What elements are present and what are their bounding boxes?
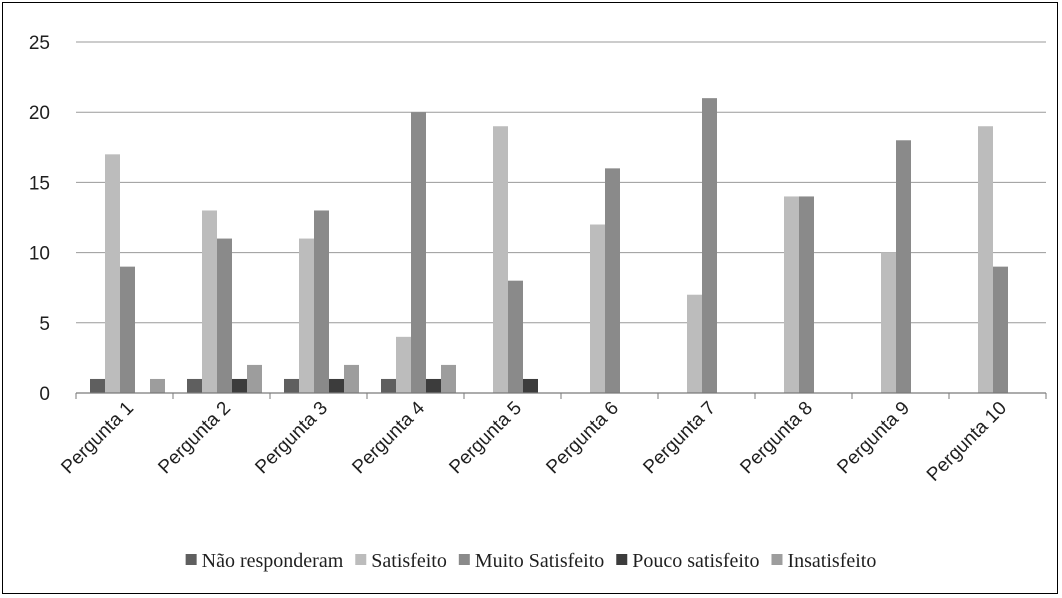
x-tick-label: Pergunta 3 (251, 398, 332, 479)
bar (329, 378, 344, 393)
bar (344, 364, 359, 393)
bar (284, 378, 299, 393)
bar (396, 336, 411, 393)
y-tick-label: 10 (29, 244, 50, 265)
legend-swatch (185, 554, 197, 565)
legend-swatch (771, 554, 783, 565)
bars (90, 98, 1008, 394)
y-tick-label: 20 (29, 103, 50, 124)
bar (202, 210, 217, 393)
legend-label: Não responderam (202, 550, 344, 572)
x-tick-label: Pergunta 8 (736, 398, 817, 479)
bar (381, 378, 396, 393)
bar (217, 238, 232, 393)
bar (784, 196, 799, 393)
bar (881, 252, 896, 393)
bar (299, 238, 314, 393)
y-tick-label: 5 (39, 314, 50, 335)
x-tick-label: Pergunta 6 (542, 398, 623, 479)
x-tick-label: Pergunta 5 (445, 398, 526, 479)
legend-label: Insatisfeito (787, 550, 876, 572)
legend-label: Satisfeito (371, 550, 447, 572)
bar (896, 140, 911, 393)
bar (590, 224, 605, 393)
bar (232, 378, 247, 393)
bar (187, 378, 202, 393)
bar (799, 196, 814, 393)
bar (993, 266, 1008, 393)
legend-swatch (616, 554, 628, 565)
bar (411, 112, 426, 393)
bar (978, 126, 993, 394)
legend-label: Muito Satisfeito (475, 550, 604, 572)
legend: Não responderam Satisfeito Muito Satisfeit… (185, 550, 876, 572)
x-tick-label: Pergunta 4 (348, 397, 429, 478)
y-axis: 0 5 10 15 20 25 (29, 33, 50, 405)
y-tick-label: 15 (29, 173, 50, 194)
x-tick-label: Pergunta 9 (833, 398, 914, 479)
x-tick-label: Pergunta 7 (639, 398, 720, 479)
x-tick-label: Pergunta 10 (923, 398, 1011, 486)
bar (441, 364, 456, 393)
legend-swatch (458, 554, 470, 565)
bar (247, 364, 262, 393)
legend-label: Pouco satisfeito (632, 550, 759, 572)
bar (426, 378, 441, 393)
x-tick-label: Pergunta 1 (57, 398, 138, 479)
bar (508, 280, 523, 393)
bar (150, 378, 165, 393)
bar (605, 168, 620, 393)
bar (687, 294, 702, 393)
bar (493, 126, 508, 394)
x-axis: Pergunta 1 Pergunta 2 Pergunta 3 Pergunta 4… (57, 392, 1047, 486)
bar (90, 378, 105, 393)
legend-swatch (355, 554, 367, 565)
bar (314, 210, 329, 393)
bar (702, 98, 717, 393)
bar (120, 266, 135, 393)
y-tick-label: 25 (29, 33, 50, 54)
x-tick-label: Pergunta 2 (154, 398, 235, 479)
bar (105, 154, 120, 393)
bar (523, 378, 538, 393)
y-tick-label: 0 (39, 384, 50, 405)
